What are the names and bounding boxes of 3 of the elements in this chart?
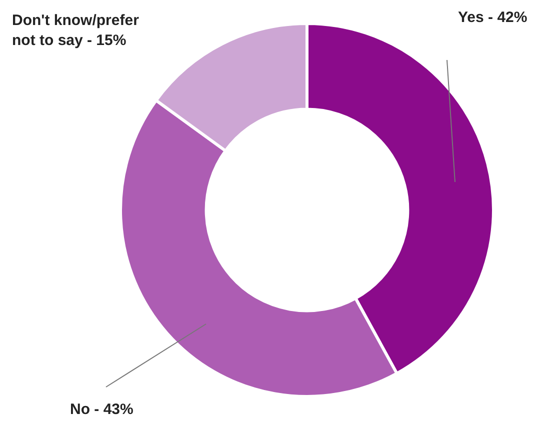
slice-label: Don't know/prefer not to say - 15% (12, 12, 140, 49)
slice-label: Yes - 42% (458, 9, 528, 26)
slice-label: No - 43% (70, 401, 134, 418)
